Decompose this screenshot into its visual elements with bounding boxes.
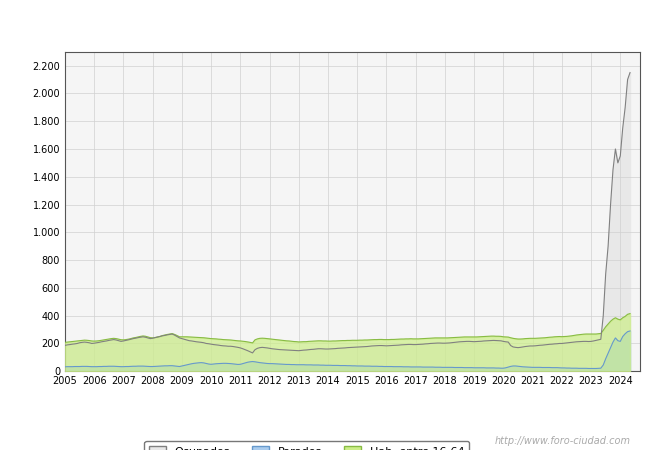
Legend: Ocupados, Parados, Hab. entre 16-64: Ocupados, Parados, Hab. entre 16-64 xyxy=(144,441,469,450)
Text: http://www.foro-ciudad.com: http://www.foro-ciudad.com xyxy=(495,436,630,446)
Text: El Far d'Empordà - Evolucion de la poblacion en edad de Trabajar Mayo de 2024: El Far d'Empordà - Evolucion de la pobla… xyxy=(0,16,650,32)
